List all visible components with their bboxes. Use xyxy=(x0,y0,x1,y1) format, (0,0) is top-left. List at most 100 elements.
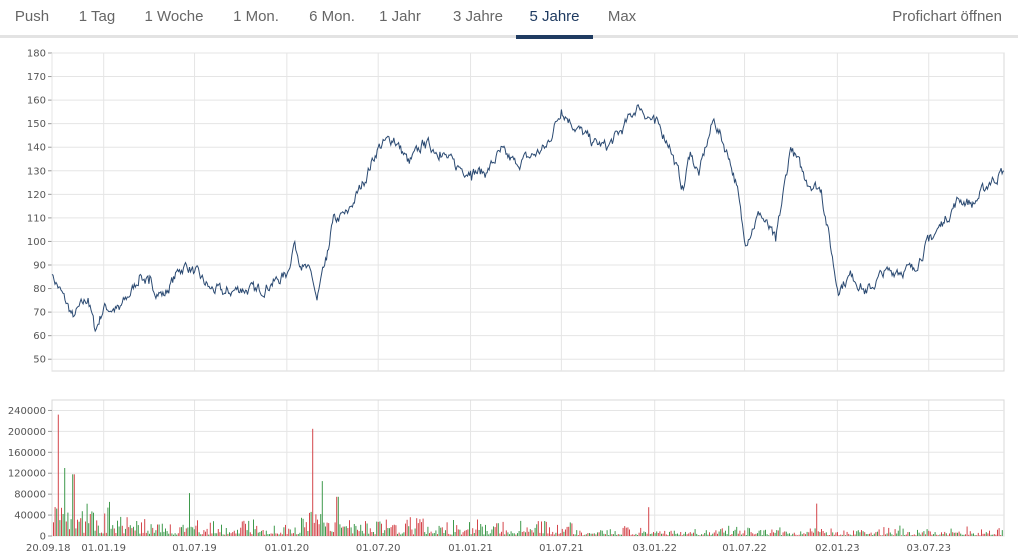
volume-bar xyxy=(451,534,453,536)
tab-1-mon-[interactable]: 1 Mon. xyxy=(233,8,279,25)
price-y-tick: 60 xyxy=(33,331,46,342)
volume-bar xyxy=(883,527,885,536)
volume-bar xyxy=(678,534,680,536)
volume-bar xyxy=(547,533,549,536)
volume-bar xyxy=(757,533,758,536)
volume-bar xyxy=(558,533,560,536)
volume-bar xyxy=(353,524,355,536)
volume-bar xyxy=(576,530,578,536)
tab-3-jahre[interactable]: 3 Jahre xyxy=(452,8,504,25)
volume-bar xyxy=(237,529,238,536)
tab-push[interactable]: Push xyxy=(14,8,50,25)
volume-bar xyxy=(598,532,600,536)
tab-6-mon-[interactable]: 6 Mon. xyxy=(309,8,355,25)
tab-5-jahre[interactable]: 5 Jahre xyxy=(529,8,580,25)
volume-bar xyxy=(515,534,517,536)
volume-bar xyxy=(595,534,597,536)
volume-bar xyxy=(273,525,275,536)
volume-bar xyxy=(982,533,984,536)
volume-bar xyxy=(360,524,362,536)
volume-bar xyxy=(841,534,843,536)
volume-bar xyxy=(817,531,819,536)
active-tab-indicator xyxy=(516,35,593,39)
volume-bar xyxy=(518,531,520,536)
volume-bar xyxy=(288,528,290,536)
volume-bar xyxy=(401,533,403,536)
volume-bar xyxy=(899,525,901,536)
x-axis: 20.09.18 01.01.19 01.07.19 01.01.20 01.07.20… xyxy=(26,543,951,554)
volume-bar xyxy=(856,531,858,536)
volume-bar xyxy=(235,533,237,536)
price-y-tick: 170 xyxy=(27,72,46,83)
volume-bar xyxy=(432,533,434,536)
volume-bar xyxy=(824,533,826,536)
volume-bar xyxy=(869,533,870,536)
volume-bar xyxy=(424,532,426,536)
volume-bar xyxy=(93,512,94,536)
volume-bar xyxy=(880,535,882,536)
volume-y-axis: 240000 200000 160000 120000 80000 40000 0 xyxy=(8,406,46,543)
volume-bar xyxy=(481,526,483,536)
volume-bar xyxy=(405,523,406,536)
volume-bar xyxy=(456,525,458,536)
tab-1-woche[interactable]: 1 Woche xyxy=(144,8,204,25)
tab-max[interactable]: Max xyxy=(607,8,637,25)
open-prochart-link[interactable]: Profichart öffnen xyxy=(892,8,1002,25)
volume-bar xyxy=(624,526,626,536)
volume-bar xyxy=(211,533,213,536)
tab-1-tag[interactable]: 1 Tag xyxy=(78,8,116,25)
volume-bar xyxy=(310,511,312,536)
volume-bar xyxy=(544,521,546,536)
volume-bar xyxy=(430,531,432,536)
volume-bar xyxy=(901,535,902,536)
volume-bar xyxy=(829,535,830,536)
volume-bar xyxy=(158,524,160,536)
volume-bar xyxy=(765,529,766,536)
volume-bar xyxy=(541,521,542,536)
volume-bar xyxy=(232,532,234,536)
volume-bar xyxy=(619,534,621,536)
volume-bar xyxy=(67,512,69,536)
volume-bar xyxy=(691,533,693,536)
volume-bar xyxy=(848,533,850,536)
volume-bar xyxy=(294,527,296,536)
volume-bar xyxy=(945,533,947,536)
volume-bar xyxy=(331,531,333,536)
volume-bar xyxy=(958,531,960,536)
volume-bar xyxy=(529,529,531,536)
volume-bar xyxy=(433,533,435,536)
volume-bar xyxy=(776,530,778,536)
x-tick-label: 02.01.23 xyxy=(815,543,860,554)
price-y-tick: 160 xyxy=(27,96,46,107)
volume-bar xyxy=(614,531,616,536)
volume-bar xyxy=(504,534,506,536)
volume-bar xyxy=(489,533,491,536)
volume-bar xyxy=(517,533,518,536)
volume-bar xyxy=(621,534,622,536)
volume-bar xyxy=(440,527,442,536)
volume-bar xyxy=(91,511,93,536)
volume-bar xyxy=(545,521,547,536)
volume-bar xyxy=(222,534,224,536)
volume-bar xyxy=(912,535,914,536)
volume-y-tick: 240000 xyxy=(8,406,46,417)
volume-bar xyxy=(571,523,573,536)
volume-bar xyxy=(584,534,586,536)
volume-bar xyxy=(142,532,144,536)
volume-bar xyxy=(325,526,326,536)
volume-bar xyxy=(179,527,181,536)
volume-bar xyxy=(78,521,80,536)
volume-bar xyxy=(893,535,894,536)
price-y-tick: 50 xyxy=(33,355,46,366)
tab-1-jahr[interactable]: 1 Jahr xyxy=(379,8,421,25)
volume-bar xyxy=(808,532,810,536)
volume-bar xyxy=(494,527,496,536)
volume-bar xyxy=(747,527,749,536)
volume-bar xyxy=(513,533,515,536)
price-y-tick: 120 xyxy=(27,190,46,201)
volume-bar xyxy=(389,528,390,536)
volume-bar xyxy=(275,533,277,536)
volume-bar xyxy=(534,527,536,536)
volume-bar xyxy=(651,533,653,536)
volume-bar xyxy=(864,532,866,536)
